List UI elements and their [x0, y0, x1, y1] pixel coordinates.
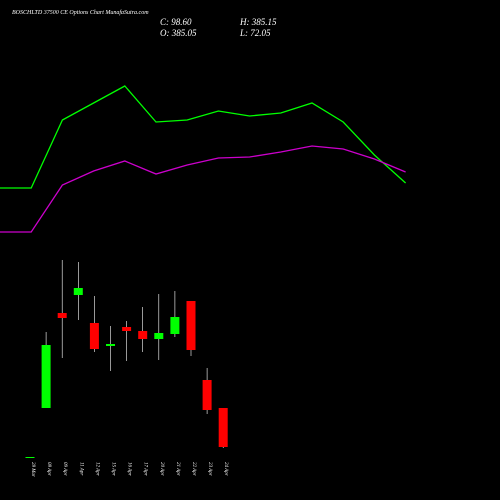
- x-tick-label: 28 Mar: [30, 462, 35, 477]
- x-tick-label: 24 Apr: [223, 462, 228, 476]
- x-tick-label: 09 Apr: [62, 462, 67, 476]
- indicator-line: [0, 145, 406, 233]
- candle-body: [89, 323, 99, 349]
- x-tick-label: 16 Apr: [127, 462, 132, 476]
- x-tick-label: 15 Apr: [111, 462, 116, 476]
- candle-body: [122, 327, 132, 331]
- candle-body: [41, 345, 51, 408]
- x-tick-label: 17 Apr: [143, 462, 148, 476]
- candle-body: [106, 344, 115, 346]
- indicator-line: [0, 85, 407, 189]
- stat: C: 98.60: [160, 17, 192, 27]
- candle-body: [186, 301, 196, 350]
- x-tick-label: 11 Apr: [78, 462, 83, 475]
- candle-body: [154, 333, 164, 339]
- candle-body: [25, 457, 35, 458]
- stat: H: 385.15: [239, 17, 277, 27]
- x-tick-label: 08 Apr: [46, 462, 51, 476]
- chart-title: BOSCHLTD 37500 CE Options Chart MunafaSu…: [12, 9, 149, 16]
- x-tick-label: 12 Apr: [94, 462, 99, 476]
- stat: O: 385.05: [160, 28, 197, 38]
- x-tick-label: 23 Apr: [207, 462, 212, 476]
- candle-body: [57, 313, 67, 318]
- candle-body: [73, 288, 83, 295]
- candle-body: [202, 380, 212, 410]
- candle-body: [170, 317, 180, 334]
- candle-body: [138, 331, 148, 339]
- x-tick-label: 21 Apr: [175, 462, 180, 476]
- x-tick-label: 22 Apr: [191, 462, 196, 476]
- x-tick-label: 20 Apr: [159, 462, 164, 476]
- stat: L: 72.05: [239, 28, 271, 38]
- candle-body: [218, 408, 228, 447]
